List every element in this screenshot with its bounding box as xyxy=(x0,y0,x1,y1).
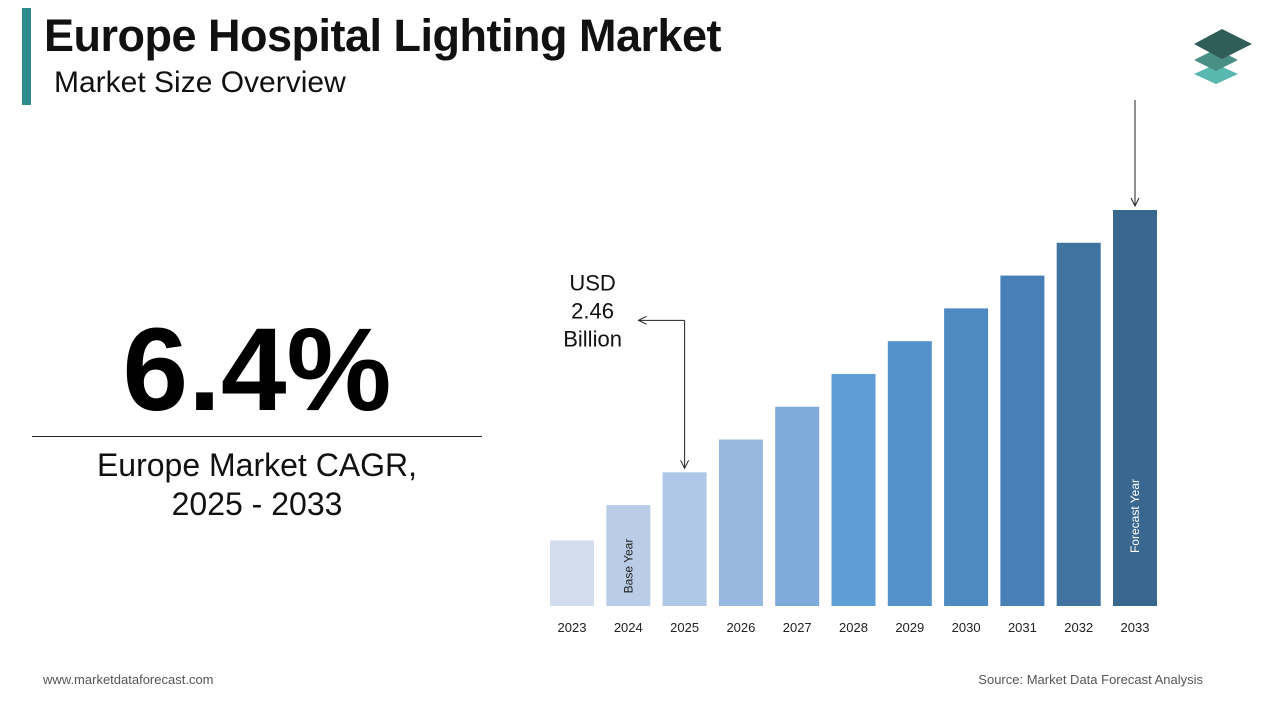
x-tick-label-2023: 2023 xyxy=(558,620,587,635)
bar-2031 xyxy=(1000,275,1045,606)
bar-2027 xyxy=(775,406,820,606)
x-tick-label-2033: 2033 xyxy=(1121,620,1150,635)
bar-2026 xyxy=(718,439,763,606)
cagr-label-line2: 2025 - 2033 xyxy=(171,486,343,522)
page-subtitle: Market Size Overview xyxy=(54,66,346,99)
logo-layer-bottom xyxy=(1194,64,1238,84)
cagr-label-line1: Europe Market CAGR, xyxy=(96,447,418,483)
bar-2024 xyxy=(606,505,651,606)
bar-2029 xyxy=(887,341,932,606)
bar-annotation-2024: Base Year xyxy=(621,539,635,594)
x-tick-label-2025: 2025 xyxy=(670,620,699,635)
x-tick-label-2031: 2031 xyxy=(1008,620,1037,635)
bar-2028 xyxy=(831,373,876,606)
footer-website: www.marketdataforecast.com xyxy=(43,672,214,687)
bar-2032 xyxy=(1056,242,1101,607)
cagr-label: Europe Market CAGR, 2025 - 2033 xyxy=(32,446,482,524)
callout-2025-line-1: USD xyxy=(569,270,615,295)
x-tick-label-2030: 2030 xyxy=(952,620,981,635)
bar-2023 xyxy=(550,540,594,606)
cagr-value: 6.4% xyxy=(122,304,392,436)
callout-2025-line-2: 2.46 xyxy=(571,298,614,323)
market-size-bar-chart: Base Year Forecast Year 2023 2024 2025 2026 2… xyxy=(550,100,1157,635)
title-accent-bar xyxy=(22,8,31,105)
callout-2025-line-3: Billion xyxy=(563,326,622,351)
bar-2025 xyxy=(662,472,707,606)
bar-annotation-2033: Forecast Year xyxy=(1128,479,1142,553)
x-tick-label-2028: 2028 xyxy=(839,620,868,635)
x-tick-label-2024: 2024 xyxy=(614,620,643,635)
bar-2030 xyxy=(944,308,989,606)
stacked-layers-icon xyxy=(1194,29,1252,84)
footer-source: Source: Market Data Forecast Analysis xyxy=(978,672,1203,687)
x-tick-label-2027: 2027 xyxy=(783,620,812,635)
x-tick-label-2029: 2029 xyxy=(895,620,924,635)
x-tick-label-2032: 2032 xyxy=(1064,620,1093,635)
page-title: Europe Hospital Lighting Market xyxy=(44,10,722,61)
bar-2033 xyxy=(1113,210,1157,606)
logo-layer-top xyxy=(1194,29,1252,59)
cagr-divider xyxy=(32,436,482,437)
x-tick-label-2026: 2026 xyxy=(726,620,755,635)
